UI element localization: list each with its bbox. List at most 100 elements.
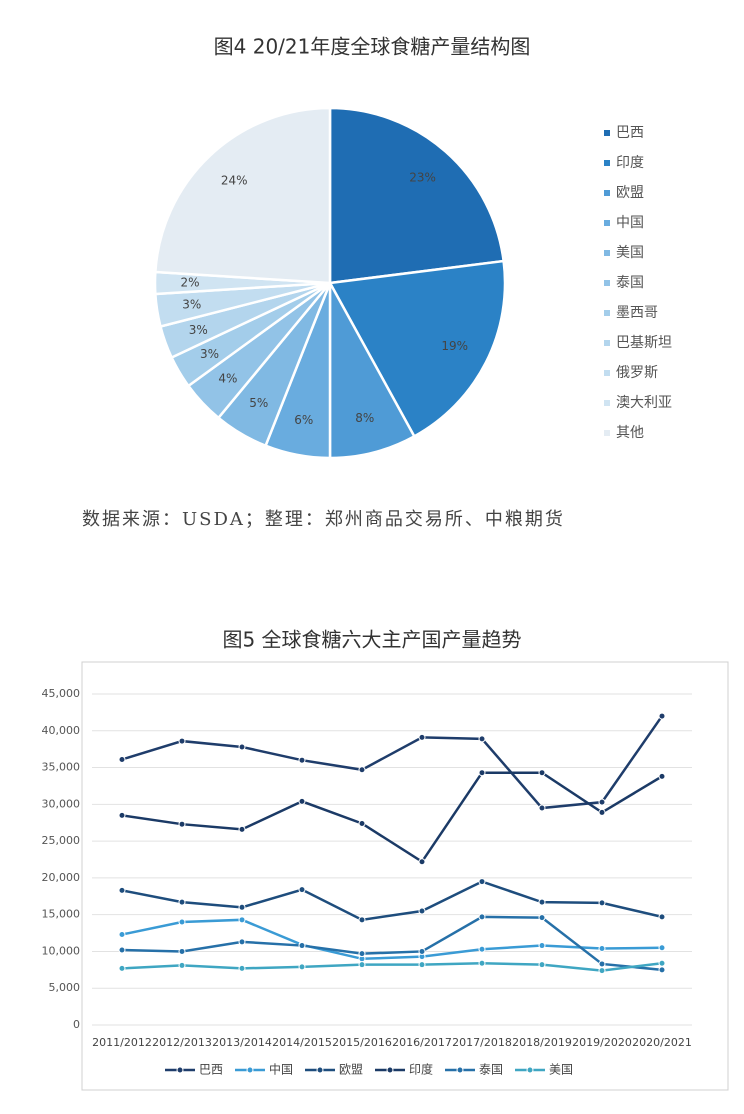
point <box>178 737 186 745</box>
point <box>358 950 366 958</box>
series-line <box>121 880 663 922</box>
data-label: 3% <box>182 297 201 311</box>
point <box>598 967 606 975</box>
point <box>298 963 306 971</box>
x-tick-label: 2014/2015 <box>272 1036 332 1049</box>
point <box>478 878 486 886</box>
x-tick-label: 2016/2017 <box>392 1036 452 1049</box>
legend-marker <box>386 1066 394 1074</box>
point <box>298 756 306 764</box>
point <box>658 772 666 780</box>
legend-label: 印度 <box>409 1062 433 1077</box>
chart-frame <box>81 661 729 1091</box>
legend-label: 墨西哥 <box>616 305 658 321</box>
point <box>418 733 426 741</box>
y-tick-label: 15,000 <box>42 908 81 921</box>
source-note: 数据来源：USDA；整理：郑州商品交易所、中粮期货 <box>82 509 565 530</box>
legend-label: 美国 <box>549 1063 573 1077</box>
series-line <box>121 915 663 972</box>
legend-label: 欧盟 <box>616 185 644 201</box>
legend-swatch <box>604 310 610 316</box>
x-tick-label: 2011/2012 <box>92 1036 152 1049</box>
point <box>358 766 366 774</box>
point <box>478 959 486 967</box>
point <box>418 961 426 969</box>
point <box>118 886 126 894</box>
legend-swatch <box>604 430 610 436</box>
data-label: 5% <box>249 396 268 410</box>
point <box>658 913 666 921</box>
legend-swatch <box>604 400 610 406</box>
data-label: 2% <box>180 276 199 290</box>
point <box>478 913 486 921</box>
point <box>598 945 606 953</box>
point <box>538 961 546 969</box>
chart-title: 图4 20/21年度全球食糖产量结构图 <box>214 35 531 59</box>
series-line <box>121 715 664 810</box>
point <box>238 825 246 833</box>
y-tick-label: 0 <box>73 1018 80 1031</box>
point <box>178 961 186 969</box>
point <box>298 942 306 950</box>
point <box>538 804 546 812</box>
point <box>598 960 606 968</box>
point <box>238 916 246 924</box>
point <box>118 946 126 954</box>
point <box>418 858 426 866</box>
y-tick-label: 30,000 <box>42 797 81 810</box>
point <box>658 712 666 720</box>
x-tick-label: 2019/2020 <box>572 1036 632 1049</box>
series-line <box>121 771 663 864</box>
x-tick-label: 2017/2018 <box>452 1036 512 1049</box>
legend-swatch <box>604 370 610 376</box>
point <box>238 964 246 972</box>
legend-label: 泰国 <box>616 275 644 291</box>
point <box>478 945 486 953</box>
legend-label: 巴基斯坦 <box>616 334 672 351</box>
point <box>178 918 186 926</box>
point <box>538 769 546 777</box>
legend-label: 巴西 <box>616 125 644 141</box>
point <box>538 898 546 906</box>
legend-swatch <box>604 340 610 346</box>
pie-slice <box>328 259 507 439</box>
x-tick-label: 2018/2019 <box>512 1036 572 1049</box>
legend-label: 泰国 <box>479 1063 503 1077</box>
pie-slice <box>328 106 506 285</box>
data-label: 23% <box>409 170 436 184</box>
point <box>658 966 666 974</box>
point <box>658 959 666 967</box>
legend-marker <box>176 1066 184 1074</box>
legend-label: 中国 <box>269 1062 293 1077</box>
point <box>118 964 126 972</box>
data-label: 3% <box>189 323 208 337</box>
y-tick-label: 45,000 <box>42 687 81 700</box>
x-tick-label: 2013/2014 <box>212 1036 272 1049</box>
legend-marker <box>316 1066 324 1074</box>
chart-title: 图5 全球食糖六大主产国产量趋势 <box>222 628 521 652</box>
point <box>178 947 186 955</box>
point <box>298 886 306 894</box>
data-label: 24% <box>221 173 248 187</box>
data-label: 3% <box>200 347 219 361</box>
point <box>238 903 246 911</box>
legend-label: 其他 <box>616 425 644 441</box>
legend-marker <box>526 1066 534 1074</box>
point <box>178 898 186 906</box>
legend-swatch <box>604 130 610 136</box>
point <box>118 931 126 939</box>
point <box>118 755 126 763</box>
point <box>358 961 366 969</box>
y-tick-label: 35,000 <box>42 761 81 774</box>
point <box>358 819 366 827</box>
series-line <box>121 918 663 961</box>
legend-label: 巴西 <box>199 1063 223 1077</box>
legend-swatch <box>604 250 610 256</box>
point <box>538 942 546 950</box>
legend-label: 澳大利亚 <box>616 395 672 411</box>
point <box>298 797 306 805</box>
data-label: 6% <box>294 413 313 427</box>
x-tick-label: 2020/2021 <box>632 1036 692 1049</box>
point <box>358 916 366 924</box>
legend-swatch <box>604 220 610 226</box>
